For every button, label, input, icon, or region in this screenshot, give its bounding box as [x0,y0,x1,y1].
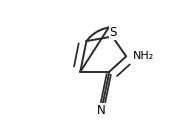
Text: S: S [109,26,117,39]
Text: NH₂: NH₂ [133,51,154,61]
Text: N: N [97,104,106,117]
